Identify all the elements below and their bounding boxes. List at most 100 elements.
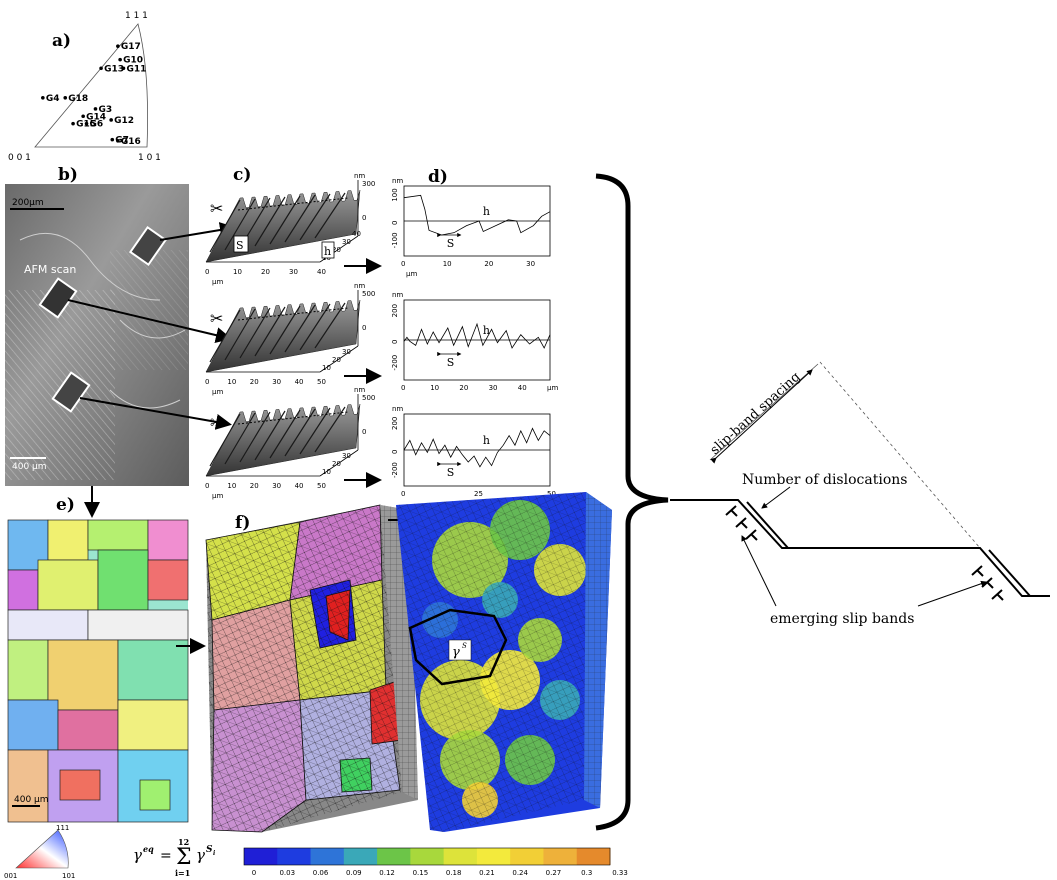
profile-y-tick: 200	[391, 417, 399, 430]
ebsd-grain	[97, 549, 149, 611]
afm-box-2	[38, 277, 78, 319]
afm-scan-label: AFM scan	[24, 263, 76, 276]
grain-dot	[71, 121, 75, 126]
formula-sum-bottom: i=1	[175, 868, 190, 878]
colorbar-segment	[244, 848, 278, 865]
slip-band-schematic: slip-band spacing Number of dislocations…	[670, 361, 1050, 627]
scale-label-bottom: 400 μm	[12, 462, 47, 472]
fe-mesh-model: f)	[205, 504, 430, 833]
profile-plot: 200 0 -200 nm 0 10 20 30 40 μm Sh	[391, 291, 558, 392]
colorbar-segment	[510, 848, 544, 865]
profile-x-tick: 0	[401, 490, 405, 498]
afm-3d-plots: 010203040μm102030403000nm✂Sh01020304050μ…	[205, 172, 382, 500]
profile-y-tick: 0	[391, 450, 399, 454]
grain-label: G3	[98, 105, 112, 115]
profile-y-tick: 0	[391, 340, 399, 344]
colorbar-tick: 0.06	[313, 869, 329, 877]
grain-label: G17	[121, 42, 141, 52]
colorbar-segment	[476, 848, 511, 865]
afm-h-label: h	[324, 245, 331, 258]
afm-x-unit: μm	[212, 388, 223, 396]
ebsd-grain	[117, 699, 189, 751]
formula-sum-top: 12	[178, 837, 189, 847]
colorbar-tick: 0	[252, 869, 256, 877]
afm-ridge	[314, 192, 346, 239]
formula-equals: =	[160, 848, 172, 864]
afm-x-unit: μm	[212, 492, 223, 500]
ebsd-grain	[87, 519, 149, 551]
gamma-region-outline	[408, 608, 508, 686]
profile-x-tick: 50	[547, 490, 556, 498]
dislocation-symbols-right	[971, 565, 1004, 601]
emerging-slip-bands-label: emerging slip bands	[770, 611, 914, 627]
afm-y-tick: 20	[332, 460, 341, 468]
afm-z-unit: nm	[354, 172, 365, 180]
afm-y-tick: 20	[332, 356, 341, 364]
afm-z-tick: 500	[362, 290, 375, 298]
svg-text:Σ: Σ	[176, 845, 192, 870]
ebsd-grain	[47, 519, 89, 561]
panel-label-d: d)	[428, 167, 448, 187]
afm-ridge	[224, 412, 256, 465]
colorbar-segment	[310, 848, 345, 865]
profile-y-tick: 100	[391, 188, 399, 201]
profile-line	[403, 322, 551, 349]
afm-y-tick: 30	[342, 238, 351, 246]
dislocation-symbols-left	[725, 505, 758, 541]
afm-x-tick: 30	[289, 268, 298, 276]
ebsd-map: e) 400 μm 111 001 101	[4, 495, 206, 880]
profile-x-tick: 10	[430, 384, 439, 392]
formula-gamma-rhs: γ	[196, 846, 205, 864]
afm-x-tick: 50	[317, 378, 326, 386]
afm-ridge	[239, 411, 271, 463]
profile-y-tick: 0	[391, 221, 399, 225]
colorbar-segment	[443, 848, 478, 865]
profile-x-tick: μm	[547, 384, 558, 392]
ebsd-grain	[117, 639, 189, 701]
afm-x-tick: 20	[261, 268, 270, 276]
corner-label-111: 1 1 1	[125, 11, 148, 21]
formula-gamma-lhs: γ	[133, 846, 142, 864]
afm-x-tick: 10	[227, 482, 236, 490]
afm-x-tick: 20	[250, 378, 259, 386]
profile-y-tick: -200	[391, 355, 399, 371]
formula-rhs-sup: S	[206, 845, 213, 855]
profile-x-tick: 25	[474, 490, 483, 498]
grain-dot	[121, 66, 126, 71]
grain-dot	[118, 57, 122, 62]
afm-ridge	[284, 194, 316, 243]
afm-ridge	[239, 307, 271, 359]
afm-box-1	[128, 226, 168, 266]
afm-x-tick: 10	[233, 268, 242, 276]
scale-label-top: 200μm	[12, 198, 44, 208]
afm-z-tick: 0	[362, 428, 366, 436]
afm-y-tick: 20	[332, 246, 341, 254]
afm-ridge	[284, 304, 316, 353]
profile-s-label: S	[447, 356, 455, 369]
colorbar-tick: 0.24	[512, 869, 528, 877]
ebsd-grain	[59, 769, 101, 801]
scissors-icon: ✂	[210, 199, 223, 218]
ebsd-scale-label: 400 μm	[14, 795, 49, 805]
colorbar-segment	[410, 848, 445, 865]
ebsd-grain	[87, 609, 189, 641]
afm-ridge	[209, 309, 241, 363]
afm-x-tick: 0	[205, 378, 209, 386]
corner-label-101: 1 0 1	[138, 153, 161, 163]
panel-label-f: f)	[235, 513, 250, 533]
profile-x-tick: 20	[484, 260, 493, 268]
grain-label: G12	[114, 116, 134, 126]
colorbar-tick: 0.15	[413, 869, 429, 877]
colorbar-segment	[543, 848, 578, 865]
ebsd-grain	[7, 569, 39, 611]
grain-dot	[99, 66, 103, 71]
ebsd-grain	[7, 639, 49, 701]
number-of-dislocations-label: Number of dislocations	[742, 472, 907, 488]
colorbar-tick: 0.12	[379, 869, 395, 877]
profile-y-tick: -200	[391, 462, 399, 478]
profile-y-unit: nm	[392, 405, 403, 413]
afm-ridge	[254, 306, 286, 357]
afm-ridge	[284, 408, 316, 457]
